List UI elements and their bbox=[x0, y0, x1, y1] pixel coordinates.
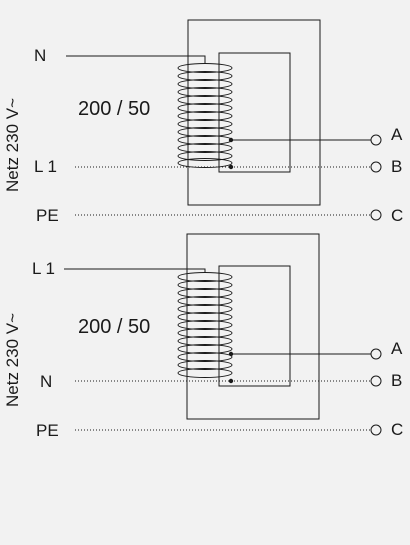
core-outer-bottom bbox=[186, 233, 320, 420]
output-label-top-b: B bbox=[391, 157, 402, 176]
junction-dot-bottom-a bbox=[228, 351, 234, 357]
terminal-bottom-c bbox=[370, 424, 382, 436]
transformer-top: Netz 230 V~ N L 1 PE 200 / 50 bbox=[3, 19, 403, 225]
wire-top-1 bbox=[66, 55, 206, 64]
output-label-bottom-a: A bbox=[391, 339, 403, 358]
input-label-top-3: PE bbox=[36, 206, 59, 225]
ratio-label-bottom: 200 / 50 bbox=[78, 316, 150, 338]
output-label-top-a: A bbox=[391, 125, 403, 144]
terminal-top-a bbox=[370, 134, 382, 146]
supply-label-bottom: Netz 230 V~ bbox=[3, 313, 22, 407]
junction-dot-top-b bbox=[228, 164, 234, 170]
output-label-bottom-c: C bbox=[391, 420, 403, 439]
terminal-top-b bbox=[370, 161, 382, 173]
supply-label-top: Netz 230 V~ bbox=[3, 98, 22, 192]
input-label-top-2: L 1 bbox=[34, 157, 57, 176]
input-label-bottom-2: N bbox=[40, 372, 52, 391]
terminal-bottom-b bbox=[370, 375, 382, 387]
ratio-label-top: 200 / 50 bbox=[78, 98, 150, 120]
wire-bottom-1 bbox=[64, 268, 206, 273]
input-label-top-1: N bbox=[34, 46, 46, 65]
output-label-bottom-b: B bbox=[391, 371, 402, 390]
input-label-bottom-1: L 1 bbox=[32, 259, 55, 278]
junction-dot-top-a bbox=[228, 137, 234, 143]
transformer-bottom: Netz 230 V~ L 1 N PE 200 / 50 bbox=[3, 233, 403, 440]
output-label-top-c: C bbox=[391, 206, 403, 225]
terminal-top-c bbox=[370, 209, 382, 221]
junction-dot-bottom-b bbox=[228, 378, 234, 384]
input-label-bottom-3: PE bbox=[36, 421, 59, 440]
terminal-bottom-a bbox=[370, 348, 382, 360]
